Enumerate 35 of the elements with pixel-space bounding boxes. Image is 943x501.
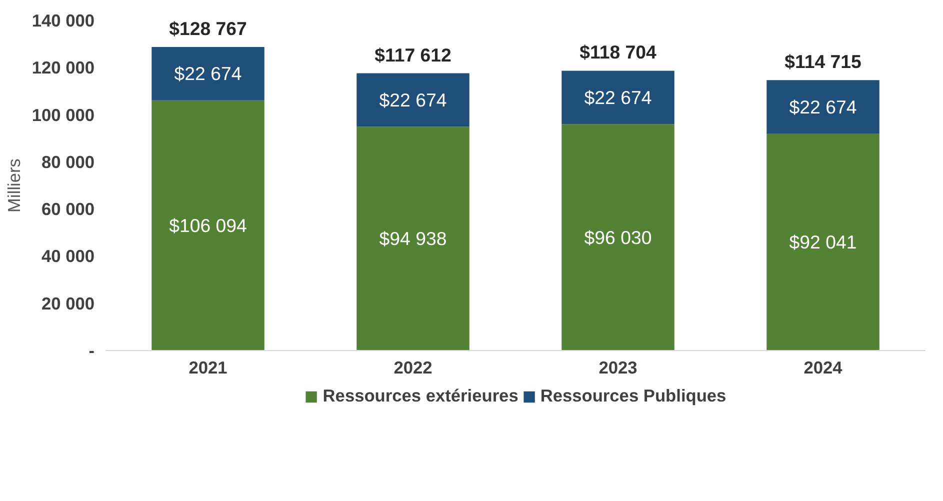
y-tick-label: 40 000 [42, 246, 94, 266]
y-tick-label: 120 000 [32, 58, 95, 78]
y-tick-label: 60 000 [42, 199, 94, 220]
bar [562, 124, 674, 350]
total-label: $118 704 [580, 42, 658, 63]
bar [766, 134, 880, 350]
total-label: $114 715 [784, 51, 862, 72]
bar [152, 46, 264, 100]
y-tick-label: 140 000 [32, 10, 95, 30]
x-tick-label: 2021 [188, 358, 228, 378]
x-tick-label: 2023 [598, 358, 638, 378]
y-axis-title: Milliers [4, 158, 24, 212]
bar [356, 73, 470, 127]
y-tick-label: - [88, 340, 95, 360]
data-label: $92 041 [789, 232, 857, 253]
bar [766, 80, 880, 134]
data-label: $94 938 [379, 228, 447, 250]
total-label: $117 612 [374, 44, 452, 66]
legend-label: Ressources extérieures [322, 386, 518, 406]
y-tick-label: 100 000 [32, 104, 95, 125]
x-tick-label: 2024 [804, 358, 843, 378]
y-tick-label: 20 000 [42, 293, 94, 314]
x-tick-label: 2022 [394, 358, 432, 378]
data-label: $96 030 [584, 226, 652, 248]
bar [152, 100, 264, 350]
data-label: $22 674 [174, 63, 242, 84]
total-label: $128 767 [169, 18, 247, 39]
data-label: $22 674 [789, 96, 857, 118]
y-tick-label: 80 000 [42, 152, 94, 172]
bar [356, 126, 470, 350]
data-label: $106 094 [169, 214, 247, 236]
bar [562, 70, 674, 124]
data-label: $22 674 [584, 86, 652, 108]
legend-label: Ressources Publiques [540, 386, 726, 406]
data-label: $22 674 [379, 89, 447, 110]
